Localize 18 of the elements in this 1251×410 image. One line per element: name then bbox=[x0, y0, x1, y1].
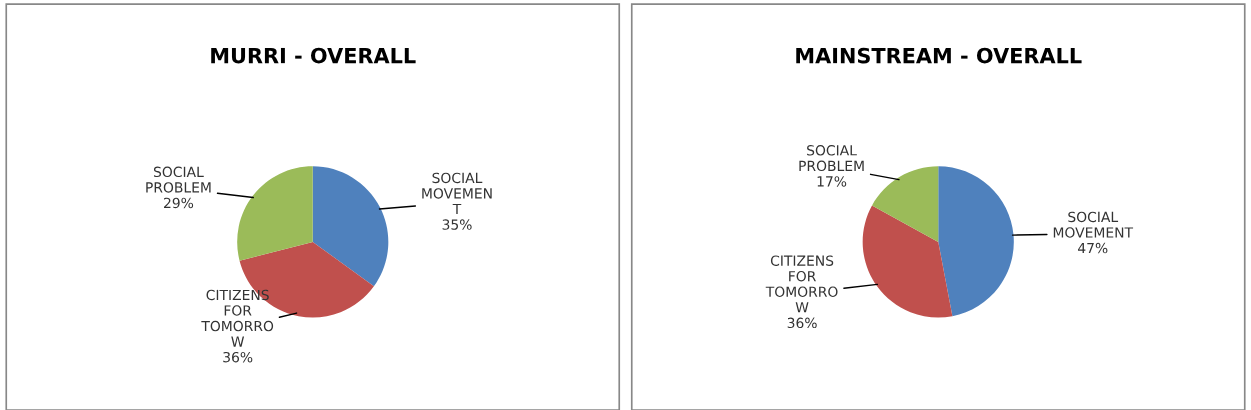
pie-slice bbox=[938, 166, 1014, 317]
slice-label: SOCIAL PROBLEM bbox=[146, 166, 211, 193]
pie-slice bbox=[872, 166, 939, 242]
slice-label: SOCIAL PROBLEM bbox=[799, 145, 864, 172]
slice-label: CITIZENS FOR TOMORRO W bbox=[765, 255, 838, 313]
pie-slice bbox=[862, 205, 953, 318]
pie-slice bbox=[237, 166, 313, 261]
chart-title: MAINSTREAM - OVERALL bbox=[796, 47, 1082, 64]
data-label: 17% bbox=[817, 176, 847, 187]
data-label: 35% bbox=[442, 219, 472, 230]
slice-label: SOCIAL MOVEMENT bbox=[1053, 211, 1134, 238]
data-label: 47% bbox=[1078, 242, 1108, 254]
pie-slice bbox=[312, 166, 389, 287]
data-label: 36% bbox=[787, 317, 817, 329]
data-label: 36% bbox=[223, 351, 253, 363]
slice-label: SOCIAL MOVEMEN T bbox=[422, 172, 492, 215]
chart-title: MURRI - OVERALL bbox=[211, 47, 416, 64]
data-label: 29% bbox=[164, 197, 194, 209]
